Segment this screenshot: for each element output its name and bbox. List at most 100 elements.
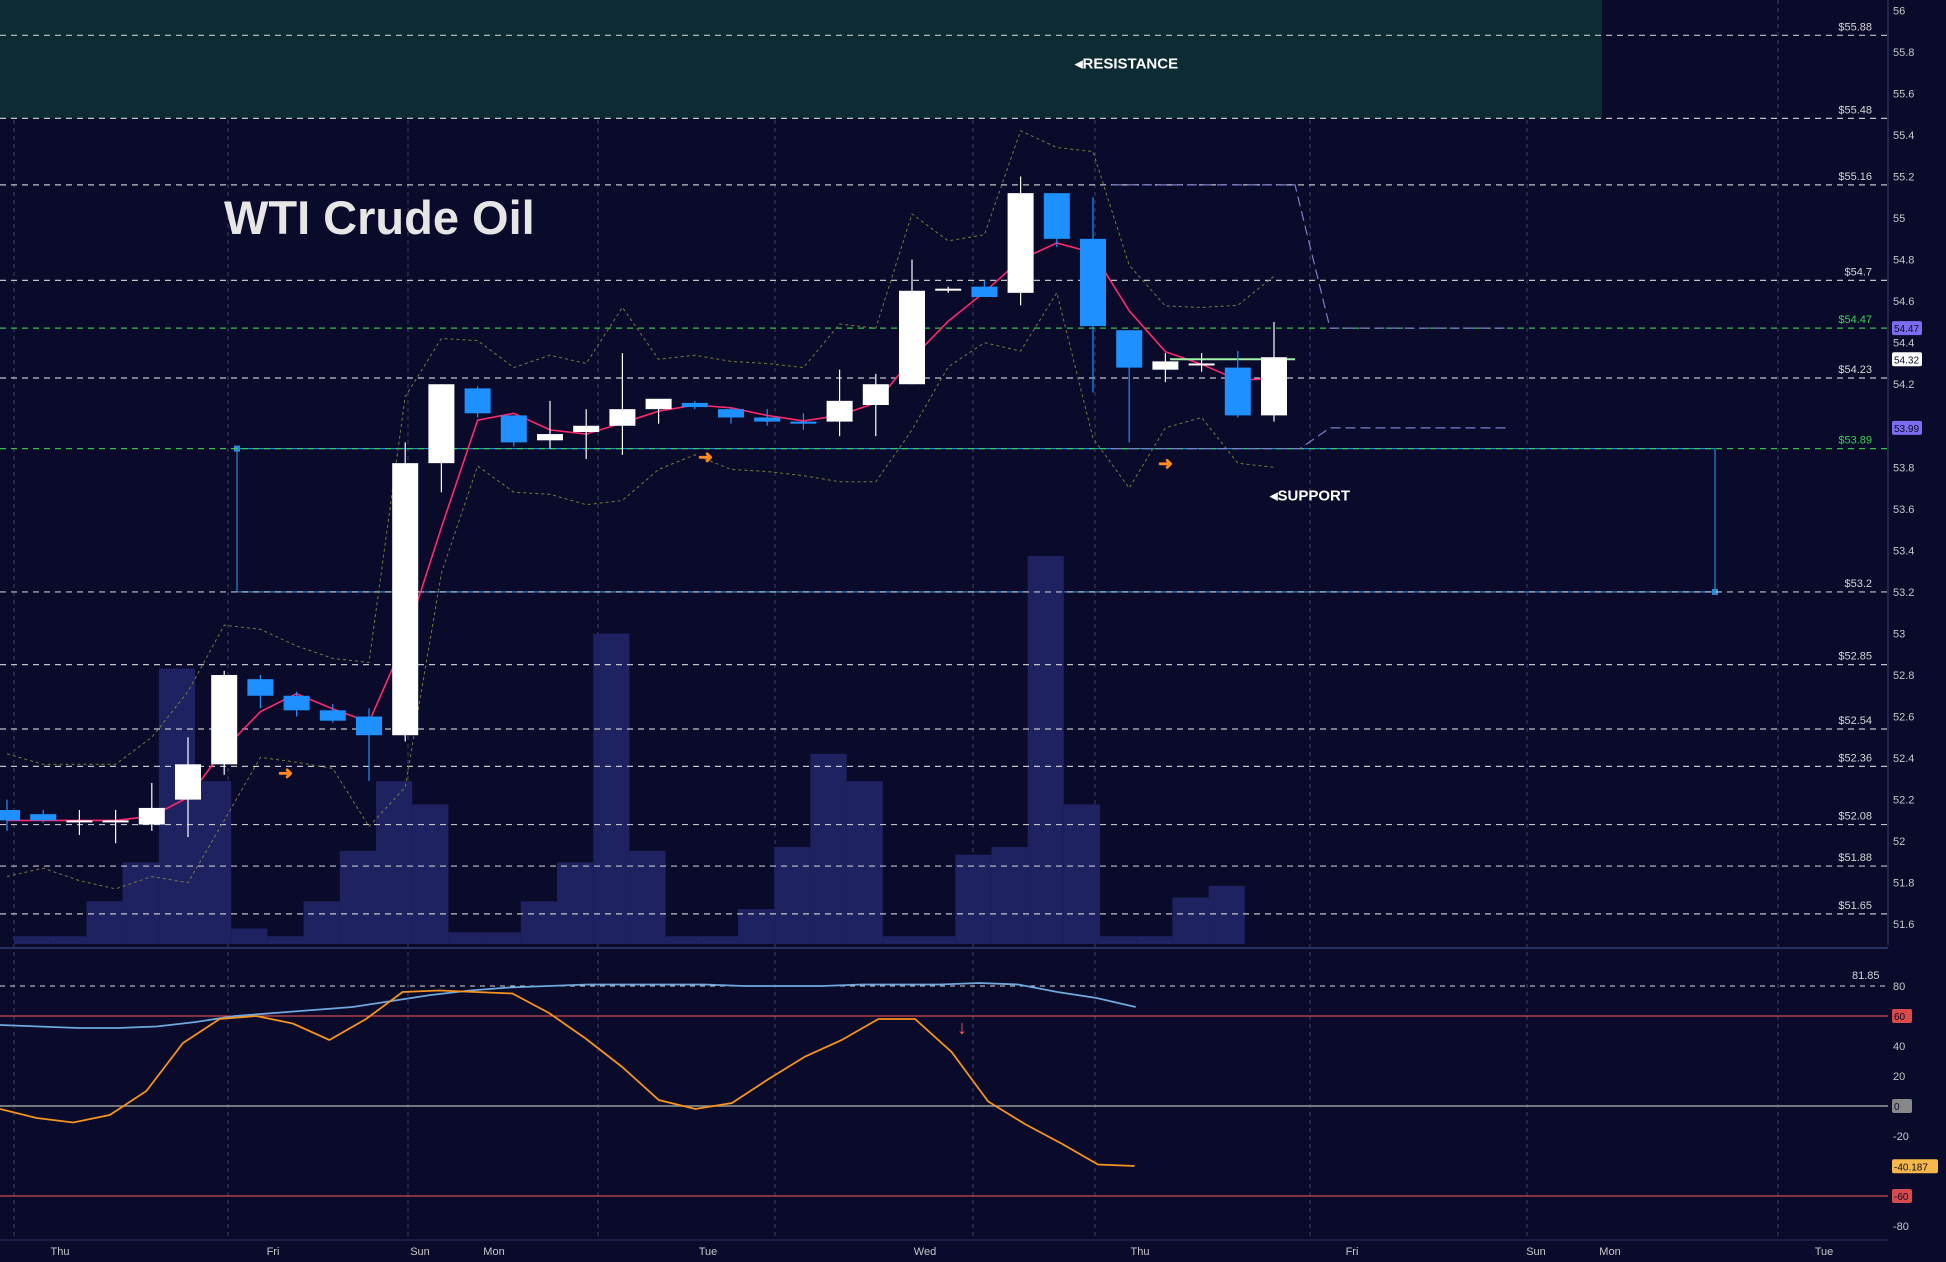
volume-bar [50, 936, 87, 944]
candle-body [573, 425, 600, 432]
price-level-label: $55.48 [1838, 104, 1872, 116]
candle-body [356, 716, 382, 736]
price-tick-label: 52.2 [1893, 795, 1914, 807]
price-tick-label: 51.6 [1893, 919, 1914, 931]
zones-layer [0, 0, 1718, 595]
price-tick-label: 54.6 [1893, 296, 1914, 308]
candle-body [30, 814, 57, 821]
volume-bar [231, 928, 268, 944]
price-tick-label: 55.2 [1893, 172, 1914, 184]
time-tick-label: Sun [410, 1246, 430, 1258]
candle-body [102, 820, 129, 823]
osc-tick-label: -20 [1893, 1131, 1909, 1143]
candle-body [1188, 363, 1215, 366]
candle-body [247, 679, 274, 696]
annotations: ◂RESISTANCE ◂SUPPORT ➜ ➜ ➜ [278, 56, 1350, 783]
price-tick-label: 53.4 [1893, 545, 1914, 557]
volume-bar [303, 901, 340, 944]
oscillator-panel: ↓ 81.85 80 40 20 -20 -80 60 0 -40.187 -60 [0, 947, 1938, 1233]
candle-body [1080, 238, 1106, 327]
price-level-label: $52.36 [1838, 752, 1872, 764]
time-tick-label: Wed [914, 1246, 936, 1258]
time-tick-label: Tue [1815, 1246, 1834, 1258]
upper-envelope-line [6, 130, 1275, 765]
support-box [236, 448, 1716, 593]
volume-bar [122, 862, 159, 944]
osc-tick-label: 80 [1893, 981, 1905, 993]
price-level-label: $53.2 [1844, 578, 1872, 590]
volume-bar [86, 901, 123, 944]
candle-body [464, 388, 491, 414]
osc-badge-label: -60 [1894, 1192, 1909, 1203]
volume-bar [158, 668, 195, 944]
osc-tick-label: 40 [1893, 1041, 1905, 1053]
resistance-zone [0, 0, 1602, 119]
candle-body [899, 290, 925, 385]
volume-bar [629, 850, 666, 944]
osc-badge [1892, 1009, 1912, 1023]
candle-body [1007, 193, 1034, 293]
candle-body [935, 288, 962, 291]
candle-body [66, 820, 93, 823]
volume-bar [665, 936, 702, 944]
osc-badge [1892, 1159, 1938, 1174]
oscillator-slow-line [0, 982, 1136, 1029]
candle-body [283, 695, 310, 711]
volume-bar [774, 847, 811, 944]
candle-body [1261, 357, 1287, 416]
price-level-label: $55.16 [1838, 171, 1872, 183]
volume-bar [1027, 556, 1064, 944]
price-badge-label: 54.32 [1894, 355, 1919, 366]
price-badge-label: 53.99 [1894, 424, 1919, 435]
volume-bar [919, 936, 956, 944]
osc-tick-label: -80 [1893, 1221, 1909, 1233]
osc-badge [1892, 1099, 1912, 1113]
candle-body [428, 384, 455, 464]
arrow-down-icon: ↓ [957, 1017, 967, 1039]
candle-body [138, 807, 165, 825]
volume-bar [810, 753, 847, 944]
volume-bar [955, 854, 992, 944]
support-box-handle [1712, 588, 1718, 595]
volume-bar [520, 901, 557, 944]
price-tick-label: 54.8 [1893, 255, 1914, 267]
support-label: ◂SUPPORT [1269, 488, 1350, 505]
price-badge [1892, 352, 1922, 367]
price-tick-label: 55.8 [1893, 47, 1914, 59]
candle-body [211, 675, 238, 765]
candle-body [862, 384, 889, 405]
price-level-label: $54.7 [1844, 266, 1872, 278]
price-level-label: $55.88 [1838, 21, 1872, 33]
price-badge-label: 54.47 [1894, 324, 1919, 335]
price-axis: 51.6 51.8 52 52.2 52.4 52.6 52.8 53 53.2 53.4 53.6… [1887, 0, 1922, 945]
price-level-label: $52.08 [1838, 811, 1872, 823]
price-level-label: $52.85 [1838, 651, 1872, 663]
volume-bar [701, 936, 738, 944]
candle-body [754, 417, 781, 422]
price-tick-label: 55.6 [1893, 88, 1914, 100]
osc-value-label: 81.85 [1852, 970, 1880, 982]
volume-bar [991, 847, 1028, 944]
candle-body [826, 400, 853, 422]
price-tick-label: 52 [1893, 836, 1905, 848]
candle-body [319, 710, 346, 721]
volume-bar [448, 932, 485, 944]
osc-tick-label: 20 [1893, 1071, 1905, 1083]
arrow-right-icon: ➜ [698, 447, 713, 467]
candle-body [500, 415, 527, 443]
price-tick-label: 53.6 [1893, 504, 1914, 516]
time-tick-label: Thu [1131, 1246, 1150, 1258]
time-tick-label: Fri [1346, 1246, 1359, 1258]
price-level-label: $54.47 [1838, 314, 1872, 326]
volume-bar [1100, 936, 1137, 944]
volume-bar [195, 781, 232, 944]
candle-body [537, 434, 563, 441]
price-tick-label: 52.6 [1893, 712, 1914, 724]
volume-bar [1208, 885, 1245, 944]
price-tick-label: 55 [1893, 213, 1905, 225]
price-level-lines: $55.88 $55.48 $55.16 $54.7 $54.47 $54.23 $53.8… [0, 21, 1888, 915]
osc-badge-label: 0 [1894, 1102, 1900, 1113]
volume-bar [376, 781, 413, 944]
volume-bar [593, 633, 630, 944]
